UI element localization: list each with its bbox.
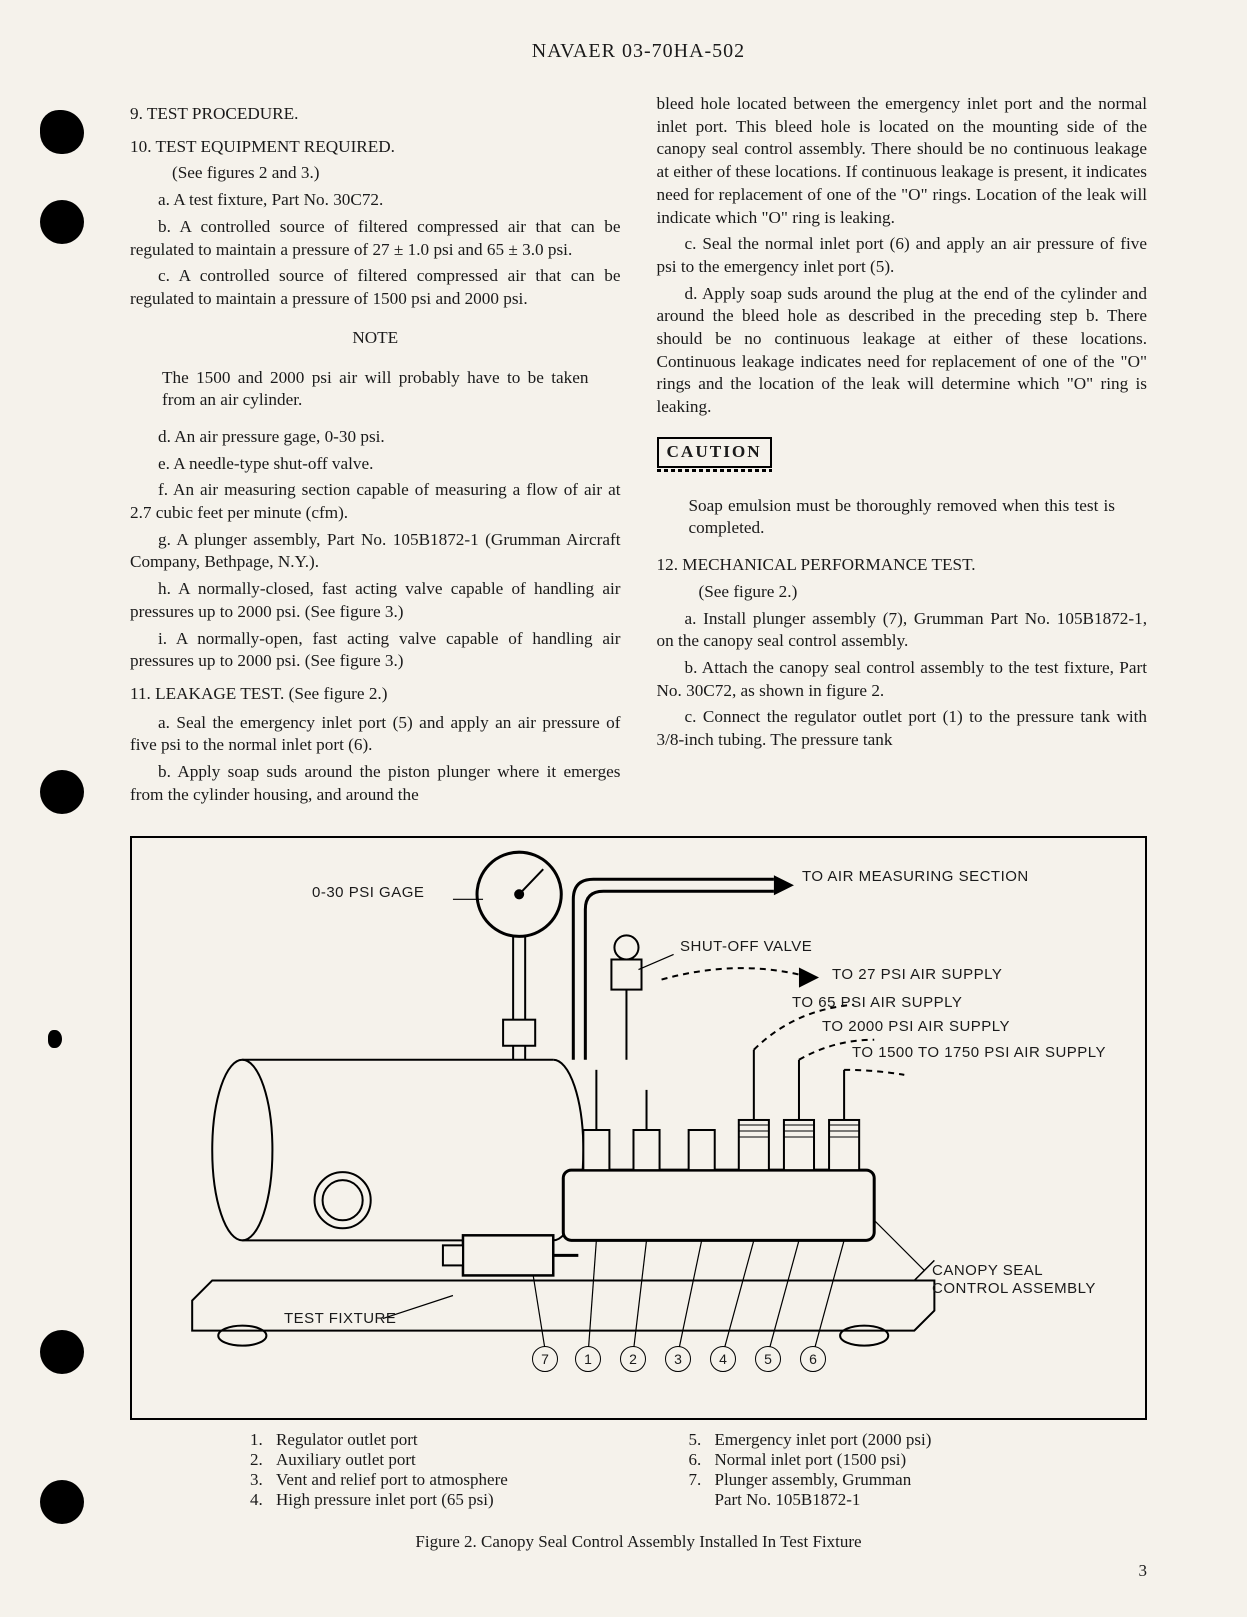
item-11b-continued: bleed hole located between the emergency…: [657, 93, 1148, 229]
legend-text: Auxiliary outlet port: [276, 1450, 416, 1470]
caution-label: CAUTION: [657, 437, 772, 468]
legend-item: 5.Emergency inlet port (2000 psi): [689, 1430, 1068, 1450]
page: NAVAER 03-70HA-502 9. TEST PROCEDURE. 10…: [0, 0, 1247, 1617]
legend-num: 6.: [689, 1450, 715, 1470]
legend-text: Part No. 105B1872-1: [715, 1490, 861, 1510]
figure-caption: Figure 2. Canopy Seal Control Assembly I…: [130, 1532, 1147, 1552]
legend-item: 6.Normal inlet port (1500 psi): [689, 1450, 1068, 1470]
punch-hole-icon: [40, 770, 84, 814]
item-12c: c. Connect the regulator outlet port (1)…: [657, 706, 1148, 751]
item-10g: g. A plunger assembly, Part No. 105B1872…: [130, 529, 621, 574]
section-10-heading: 10. TEST EQUIPMENT REQUIRED.: [130, 136, 621, 159]
page-number: 3: [1139, 1561, 1148, 1581]
punch-hole-icon: [40, 200, 84, 244]
item-12b: b. Attach the canopy seal control assemb…: [657, 657, 1148, 702]
section-11-heading: 11. LEAKAGE TEST. (See figure 2.): [130, 683, 621, 706]
left-column: 9. TEST PROCEDURE. 10. TEST EQUIPMENT RE…: [130, 93, 621, 810]
legend-item: Part No. 105B1872-1: [689, 1490, 1068, 1510]
legend-text: Emergency inlet port (2000 psi): [715, 1430, 932, 1450]
label-fixture: TEST FIXTURE: [284, 1310, 396, 1327]
item-10h: h. A normally-closed, fast acting valve …: [130, 578, 621, 623]
figure-2-diagram: [132, 838, 1145, 1418]
item-10d: d. An air pressure gage, 0-30 psi.: [130, 426, 621, 449]
scan-speck-icon: [48, 1030, 62, 1048]
label-canopy-1: CANOPY SEAL: [932, 1262, 1043, 1279]
item-11b: b. Apply soap suds around the piston plu…: [130, 761, 621, 806]
legend-item: 3.Vent and relief port to atmosphere: [250, 1470, 629, 1490]
section-10-subhead: (See figures 2 and 3.): [130, 162, 621, 185]
legend-num: 1.: [250, 1430, 276, 1450]
legend-text: Regulator outlet port: [276, 1430, 418, 1450]
legend-num: 4.: [250, 1490, 276, 1510]
punch-hole-icon: [40, 1480, 84, 1524]
section-12-subhead: (See figure 2.): [657, 581, 1148, 604]
legend-text: High pressure inlet port (65 psi): [276, 1490, 494, 1510]
item-11c: c. Seal the normal inlet port (6) and ap…: [657, 233, 1148, 278]
legend-text: Plunger assembly, Grumman: [715, 1470, 912, 1490]
item-10b: b. A controlled source of filtered compr…: [130, 216, 621, 261]
text-columns: 9. TEST PROCEDURE. 10. TEST EQUIPMENT RE…: [130, 93, 1147, 810]
legend-item: 7.Plunger assembly, Grumman: [689, 1470, 1068, 1490]
label-1500psi: TO 1500 TO 1750 PSI AIR SUPPLY: [852, 1044, 1106, 1061]
right-column: bleed hole located between the emergency…: [657, 93, 1148, 810]
legend-right: 5.Emergency inlet port (2000 psi) 6.Norm…: [689, 1430, 1068, 1510]
legend-num: 2.: [250, 1450, 276, 1470]
label-2000psi: TO 2000 PSI AIR SUPPLY: [822, 1018, 1010, 1035]
legend-num: 5.: [689, 1430, 715, 1450]
item-10a: a. A test fixture, Part No. 30C72.: [130, 189, 621, 212]
label-air-measuring: TO AIR MEASURING SECTION: [802, 868, 1029, 885]
section-9-heading: 9. TEST PROCEDURE.: [130, 103, 621, 126]
item-12a: a. Install plunger assembly (7), Grumman…: [657, 608, 1148, 653]
item-10e: e. A needle-type shut-off valve.: [130, 453, 621, 476]
legend-text: Vent and relief port to atmosphere: [276, 1470, 508, 1490]
item-11a: a. Seal the emergency inlet port (5) and…: [130, 712, 621, 757]
label-shutoff: SHUT-OFF VALVE: [680, 938, 812, 955]
legend-text: Normal inlet port (1500 psi): [715, 1450, 907, 1470]
item-11d: d. Apply soap suds around the plug at th…: [657, 283, 1148, 419]
note-heading: NOTE: [130, 327, 621, 350]
label-gage: 0-30 PSI GAGE: [312, 884, 424, 901]
legend-item: 2.Auxiliary outlet port: [250, 1450, 629, 1470]
figure-2-frame: 0-30 PSI GAGE TO AIR MEASURING SECTION S…: [130, 836, 1147, 1420]
figure-legend: 1.Regulator outlet port 2.Auxiliary outl…: [130, 1430, 1147, 1510]
legend-num: 3.: [250, 1470, 276, 1490]
legend-item: 4.High pressure inlet port (65 psi): [250, 1490, 629, 1510]
note-body: The 1500 and 2000 psi air will probably …: [130, 367, 621, 412]
item-10i: i. A normally-open, fast acting valve ca…: [130, 628, 621, 673]
legend-left: 1.Regulator outlet port 2.Auxiliary outl…: [250, 1430, 629, 1510]
punch-hole-icon: [40, 1330, 84, 1374]
item-10f: f. An air measuring section capable of m…: [130, 479, 621, 524]
scan-blot-icon: [40, 110, 84, 154]
caution-body: Soap emulsion must be thoroughly removed…: [657, 495, 1148, 540]
legend-num: [689, 1490, 715, 1510]
label-65psi: TO 65 PSI AIR SUPPLY: [792, 994, 962, 1011]
label-canopy-2: CONTROL ASSEMBLY: [932, 1280, 1096, 1297]
document-header: NAVAER 03-70HA-502: [130, 40, 1147, 63]
legend-num: 7.: [689, 1470, 715, 1490]
legend-item: 1.Regulator outlet port: [250, 1430, 629, 1450]
item-10c: c. A controlled source of filtered compr…: [130, 265, 621, 310]
section-12-heading: 12. MECHANICAL PERFORMANCE TEST.: [657, 554, 1148, 577]
label-27psi: TO 27 PSI AIR SUPPLY: [832, 966, 1002, 983]
